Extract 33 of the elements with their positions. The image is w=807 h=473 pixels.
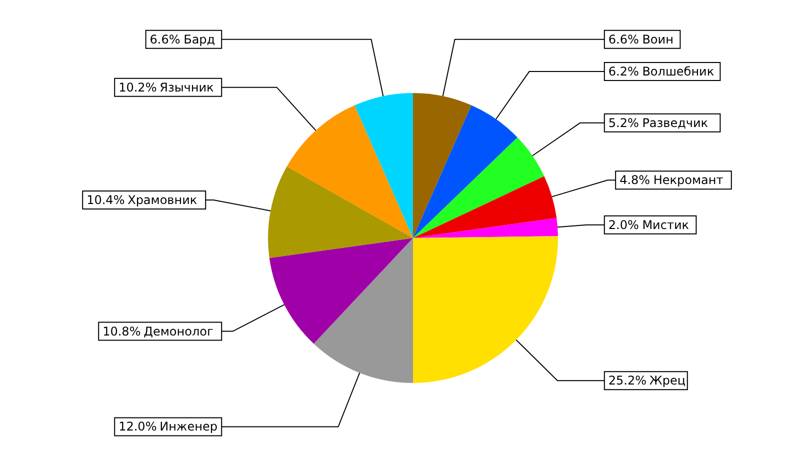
- pie-slice: [269, 238, 413, 344]
- data-label: 10.4%: [86, 192, 125, 207]
- slice-label: Жрец: [649, 374, 686, 388]
- data-label: 12.0%: [118, 420, 157, 434]
- pie-slice: [286, 105, 413, 238]
- data-label: 10.2%: [118, 80, 157, 94]
- slice-label: Мистик: [642, 218, 689, 232]
- pie-slice: [314, 238, 413, 383]
- slice-label: Воин: [642, 32, 674, 46]
- pie-slice: [413, 218, 558, 238]
- data-label: 2.0%: [608, 218, 639, 232]
- pie-slice: [413, 236, 558, 383]
- slice-label: Храмовник: [128, 192, 198, 207]
- pie-slice: [354, 93, 413, 238]
- data-label: 4.8%: [620, 173, 650, 188]
- data-label: 6.6%: [150, 32, 180, 46]
- pie-slice: [268, 166, 413, 258]
- data-label: 10.8%: [102, 324, 141, 338]
- pie-slice: [413, 176, 557, 238]
- slice-label: Демонолог: [144, 324, 214, 338]
- pie-slice: [413, 137, 544, 238]
- slice-label: Некромант: [653, 173, 724, 188]
- data-label: 6.2%: [608, 64, 639, 79]
- slice-label: Волшебник: [642, 64, 714, 79]
- data-label: 6.6%: [608, 32, 639, 46]
- data-label: 5.2%: [608, 116, 639, 130]
- slice-label: Разведчик: [642, 116, 708, 130]
- slice-label: Инженер: [160, 420, 218, 434]
- slice-label: Язычник: [160, 80, 214, 94]
- pie-slice: [413, 105, 518, 238]
- data-label: 25.2%: [608, 374, 647, 388]
- slice-label: Бард: [184, 32, 216, 46]
- pie-slice: [413, 93, 472, 238]
